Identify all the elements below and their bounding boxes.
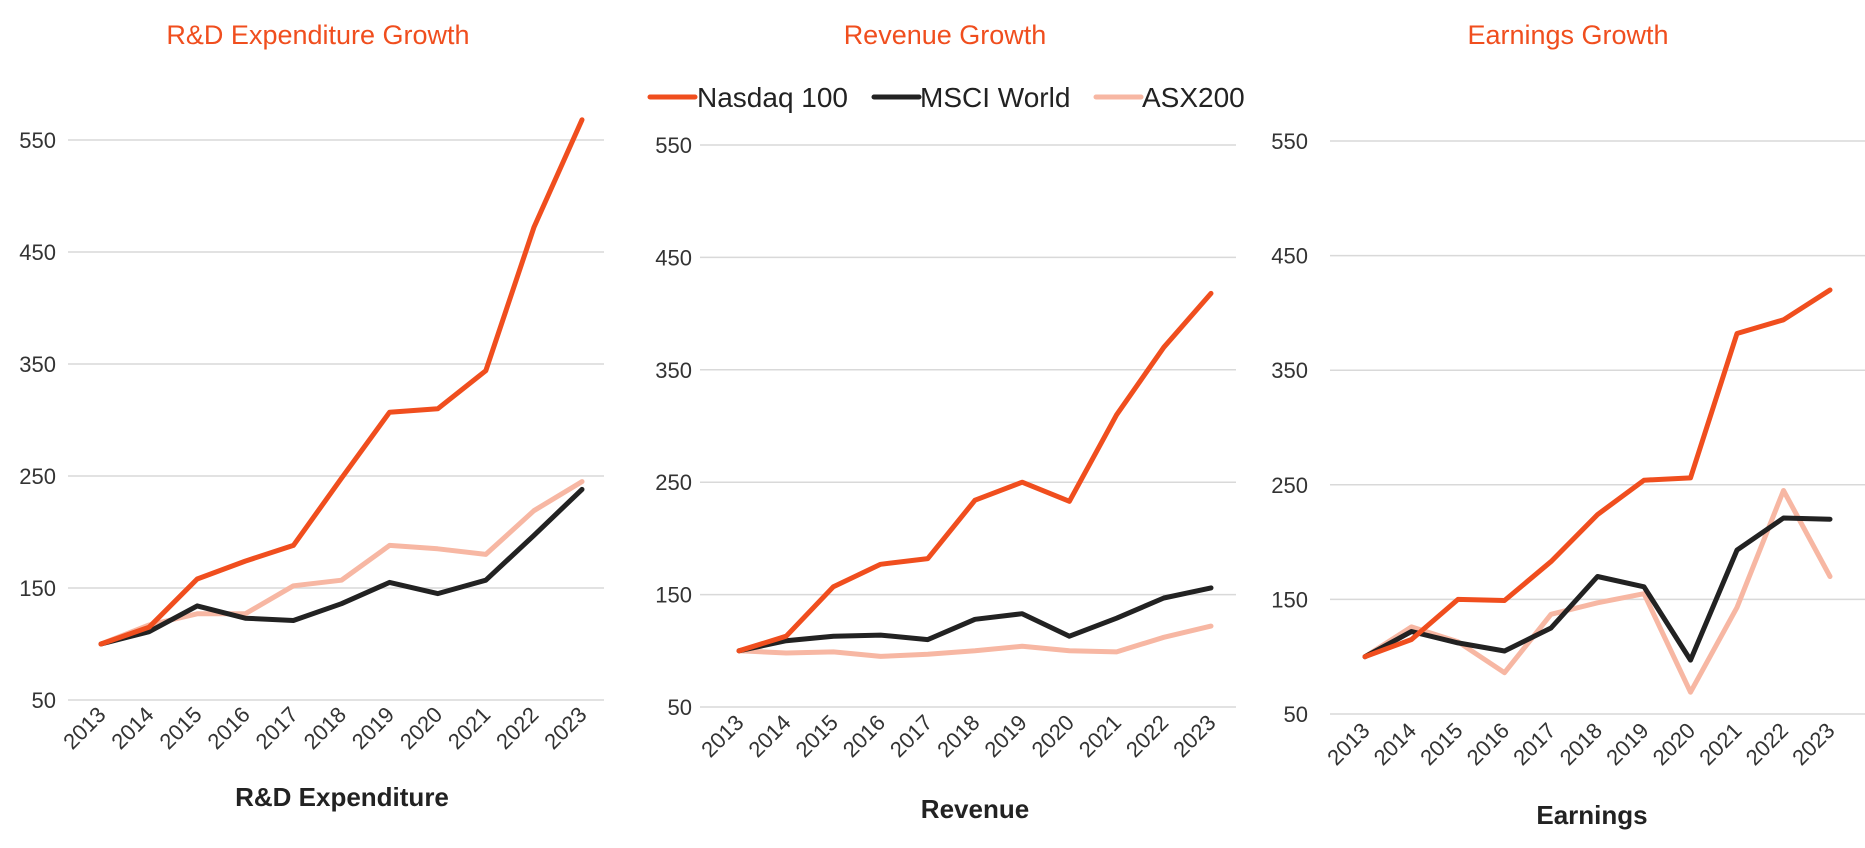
earnings-x-tick-2020: 2020 (1648, 718, 1700, 770)
earnings-y-tick-150: 150 (1271, 587, 1308, 612)
earnings-y-tick-550: 550 (1271, 129, 1308, 154)
revenue-x-tick-2022: 2022 (1121, 710, 1173, 762)
rd-x-tick-2022: 2022 (491, 702, 543, 754)
rd-series-msci-world (98, 486, 585, 647)
rd-gridlines (68, 139, 604, 701)
rd-y-tick-550: 550 (19, 128, 56, 153)
rd-series-asx200 (98, 479, 585, 647)
revenue-series-nasdaq-100 (736, 290, 1214, 654)
earnings-series-asx200 (1362, 488, 1833, 695)
earnings-x-tick-2018: 2018 (1555, 718, 1607, 770)
earnings-x-tick-2013: 2013 (1322, 718, 1374, 770)
rd-panel-title: R&D Expenditure Growth (166, 20, 469, 50)
rd-x-tick-2016: 2016 (203, 702, 255, 754)
rd-y-tick-250: 250 (19, 464, 56, 489)
earnings-x-tick-2017: 2017 (1508, 718, 1560, 770)
rd-x-ticks: 2013201420152016201720182019202020212022… (58, 702, 591, 754)
revenue-panel-title: Revenue Growth (844, 20, 1047, 50)
earnings-x-tick-2019: 2019 (1601, 718, 1653, 770)
rd-x-tick-2023: 2023 (539, 702, 591, 754)
earnings-y-tick-450: 450 (1271, 244, 1308, 269)
rd-x-tick-2017: 2017 (251, 702, 303, 754)
rd-x-tick-2021: 2021 (443, 702, 495, 754)
earnings-x-tick-2021: 2021 (1694, 718, 1746, 770)
revenue-y-tick-550: 550 (655, 133, 692, 158)
revenue-y-tick-50: 50 (668, 695, 692, 720)
revenue-y-tick-450: 450 (655, 245, 692, 270)
rd-y-tick-350: 350 (19, 352, 56, 377)
revenue-y-tick-250: 250 (655, 470, 692, 495)
earnings-series-nasdaq-100 (1362, 287, 1833, 660)
earnings-x-tick-2015: 2015 (1415, 718, 1467, 770)
earnings-x-tick-2022: 2022 (1741, 718, 1793, 770)
revenue-x-tick-2015: 2015 (791, 710, 843, 762)
earnings-y-ticks: 50 150 250 350 450 550 (1271, 129, 1308, 727)
earnings-y-tick-250: 250 (1271, 473, 1308, 498)
revenue-x-tick-2021: 2021 (1074, 710, 1126, 762)
rd-y-ticks: 50 150 250 350 450 550 (19, 128, 56, 713)
legend-label-msci: MSCI World (920, 82, 1070, 113)
rd-y-tick-450: 450 (19, 240, 56, 265)
rd-x-tick-2020: 2020 (395, 702, 447, 754)
earnings-x-ticks: 2013201420152016201720182019202020212022… (1322, 718, 1839, 770)
revenue-x-tick-2018: 2018 (932, 710, 984, 762)
revenue-x-tick-2023: 2023 (1168, 710, 1220, 762)
legend: Nasdaq 100 MSCI World ASX200 (647, 82, 1245, 113)
revenue-x-tick-2020: 2020 (1027, 710, 1079, 762)
revenue-y-ticks: 50 150 250 350 450 550 (655, 133, 692, 720)
revenue-x-tick-2013: 2013 (696, 710, 748, 762)
revenue-y-tick-350: 350 (655, 358, 692, 383)
rd-series (98, 117, 585, 647)
rd-x-tick-2019: 2019 (347, 702, 399, 754)
earnings-y-tick-350: 350 (1271, 358, 1308, 383)
earnings-x-tick-2023: 2023 (1787, 718, 1839, 770)
earnings-x-tick-2016: 2016 (1462, 718, 1514, 770)
rd-x-axis-label: R&D Expenditure (235, 782, 449, 812)
rd-x-tick-2018: 2018 (299, 702, 351, 754)
revenue-x-tick-2017: 2017 (885, 710, 937, 762)
legend-label-nasdaq: Nasdaq 100 (697, 82, 848, 113)
rd-x-tick-2014: 2014 (106, 702, 158, 754)
revenue-series-msci-world (736, 585, 1214, 654)
rd-y-tick-150: 150 (19, 576, 56, 601)
revenue-x-tick-2019: 2019 (979, 710, 1031, 762)
earnings-panel-title: Earnings Growth (1467, 20, 1668, 50)
revenue-x-tick-2016: 2016 (838, 710, 890, 762)
earnings-series (1362, 287, 1833, 695)
rd-x-tick-2013: 2013 (58, 702, 110, 754)
earnings-x-axis-label: Earnings (1536, 800, 1647, 830)
revenue-x-tick-2014: 2014 (743, 710, 795, 762)
earnings-x-tick-2014: 2014 (1369, 718, 1421, 770)
revenue-y-tick-150: 150 (655, 583, 692, 608)
rd-series-nasdaq-100 (98, 117, 585, 647)
legend-label-asx: ASX200 (1142, 82, 1245, 113)
earnings-gridlines (1330, 140, 1865, 715)
rd-x-tick-2015: 2015 (154, 702, 206, 754)
rd-expenditure-panel: R&D Expenditure Growth 50 150 250 350 450 550… (19, 20, 604, 812)
revenue-x-ticks: 2013201420152016201720182019202020212022… (696, 710, 1220, 762)
revenue-series (736, 290, 1214, 659)
earnings-series-msci-world (1362, 515, 1833, 663)
revenue-gridlines (700, 144, 1236, 708)
earnings-y-tick-50: 50 (1284, 702, 1308, 727)
revenue-x-axis-label: Revenue (921, 794, 1029, 824)
rd-y-tick-50: 50 (32, 688, 56, 713)
revenue-series-asx200 (736, 623, 1214, 659)
